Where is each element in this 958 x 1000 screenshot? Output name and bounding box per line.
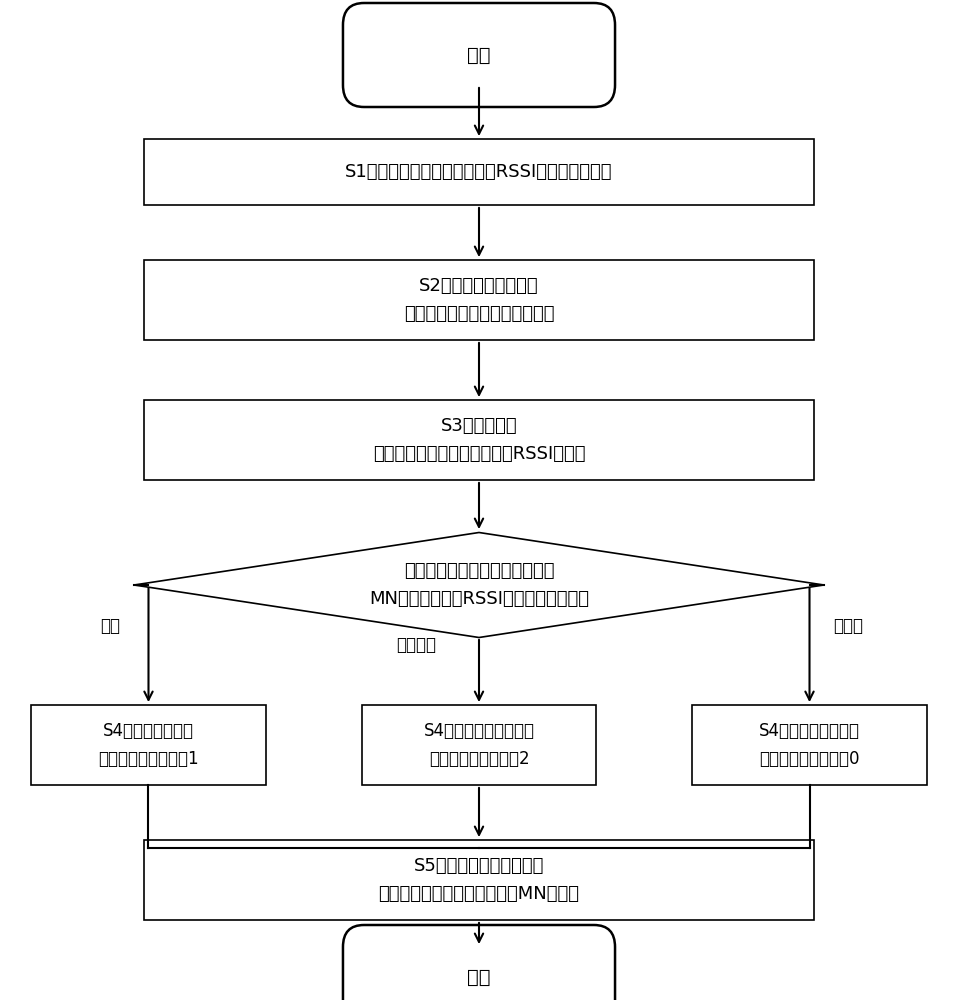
Bar bbox=[32, 705, 265, 785]
Text: S4：非集中区距离修正
盲区距离修正次数为2: S4：非集中区距离修正 盲区距离修正次数为2 bbox=[423, 722, 535, 768]
FancyBboxPatch shape bbox=[343, 3, 615, 107]
Text: S5：各区域动态因子选取
并使用加权质心算法确定节点MN的位置: S5：各区域动态因子选取 并使用加权质心算法确定节点MN的位置 bbox=[378, 857, 580, 903]
Text: 按照欧式距离准则判断未知节点
MN经高斯筛选的RSSI数据集为哪个区域: 按照欧式距离准则判断未知节点 MN经高斯筛选的RSSI数据集为哪个区域 bbox=[369, 562, 589, 608]
Bar bbox=[361, 705, 596, 785]
Text: S4：集中区距离修正
集中区离修正次数为0: S4：集中区距离修正 集中区离修正次数为0 bbox=[759, 722, 860, 768]
Bar bbox=[144, 260, 814, 340]
Bar bbox=[144, 400, 814, 480]
Bar bbox=[144, 840, 814, 920]
Text: 开始: 开始 bbox=[468, 45, 490, 64]
Text: S3：聚类分析
选取各区域族的中心得各区域RSSI数据集: S3：聚类分析 选取各区域族的中心得各区域RSSI数据集 bbox=[373, 417, 585, 463]
Text: S2：基于扇形重叠区域
划分为盲区、非集中区与集中区: S2：基于扇形重叠区域 划分为盲区、非集中区与集中区 bbox=[403, 277, 555, 323]
FancyBboxPatch shape bbox=[343, 925, 615, 1000]
Bar bbox=[692, 705, 926, 785]
Text: 盲区: 盲区 bbox=[101, 617, 120, 635]
Text: 结束: 结束 bbox=[468, 968, 490, 986]
Text: S4：盲区距离修正
盲区距离修正次数为1: S4：盲区距离修正 盲区距离修正次数为1 bbox=[98, 722, 199, 768]
Bar bbox=[144, 139, 814, 205]
Text: 集中区: 集中区 bbox=[833, 617, 863, 635]
Text: 非集中区: 非集中区 bbox=[396, 636, 436, 654]
Text: S1：拟合接收信号强度指示值RSSI的高斯测距曲线: S1：拟合接收信号强度指示值RSSI的高斯测距曲线 bbox=[345, 163, 613, 181]
Polygon shape bbox=[134, 532, 824, 638]
